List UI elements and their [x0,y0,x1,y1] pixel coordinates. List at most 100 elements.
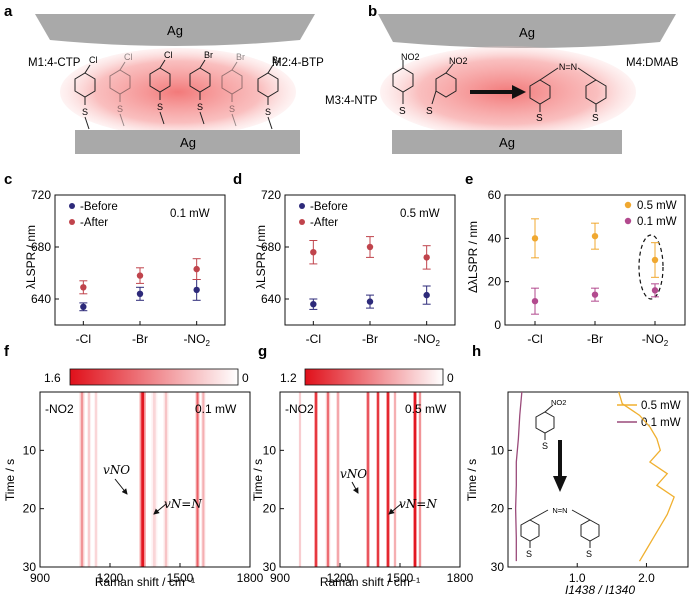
xtick-label-c-2: -NO2 [183,332,210,348]
ag-tip-top-a [35,14,315,46]
no2-group-1: NO2 [401,52,420,62]
ag-substrate-a [75,130,300,154]
band-halo-f-4 [151,392,158,567]
legend-marker-01-e [624,217,632,225]
point-e-1-0 [531,297,539,305]
panel-f: f 1.6 0 900 1200 1500 1800 10 20 30 -NO2 0.1 m… [3,343,264,589]
molecule-a-5: Br S [221,52,245,127]
point-c-0-2 [193,286,200,294]
xtick-label-e-2: -NO2 [642,332,669,348]
ytick-label-f-2: 30 [23,560,37,574]
series-line-h-0 [618,391,675,562]
xtick-label-d-1: -Br [362,332,378,346]
plot-frame-f [39,391,251,568]
band-g-2 [327,392,329,567]
ylabel-e: ΔλLSPR / nm [466,221,480,293]
panel-letter-f: f [4,343,10,360]
point-c-1-1 [136,272,144,279]
point-d-0-0 [310,301,317,308]
annot-arrow-nn-f [153,503,167,515]
power-label-f: 0.1 mW [195,402,237,416]
xtick-label-f-0: 900 [30,571,50,585]
sample-label-g: -NO2 [285,402,314,416]
band-halo-g-7 [393,392,397,567]
panel-letter-c: c [4,171,12,188]
band-f-3 [141,392,145,567]
point-d-1-2 [423,254,430,261]
ylabel-g: Time / s [251,459,265,501]
xtick-label-c-0: -Cl [76,332,91,346]
legend-01-e: 0.1 mW [637,216,677,228]
inset-s3: S [586,549,592,559]
marks-e [531,218,659,315]
panel-letter-e: e [465,171,473,188]
thiol-s-b4: S [592,113,599,124]
xtick-label-g-0: 900 [270,571,290,585]
ag-bottom-label-a: Ag [180,135,196,150]
molecule-a-2: Cl S [109,52,133,127]
band-g-6 [387,392,389,567]
power-label-g: 0.5 mW [405,402,447,416]
point-d-0-1 [366,298,374,305]
xtick-label-f-3: 1800 [237,571,264,585]
band-g-4 [367,392,369,567]
plot-frame-g [279,391,461,568]
power-label-d: 0.5 mW [400,208,440,220]
colorbar-min-g: 0 [447,371,454,385]
band-f-6 [196,392,199,567]
band-g-0 [299,392,301,567]
annot-arrow-no-f [114,478,128,495]
anchor-a-3: S [157,102,163,112]
inset-s1: S [542,441,548,451]
molecule-label-m2: M2:4-BTP [272,57,324,69]
point-d-1-0 [310,249,317,256]
molecule-label-m3: M3:4-NTP [325,95,378,107]
ytick-label-f-0: 10 [23,443,37,457]
xtick-label-g-3: 1800 [447,571,474,585]
ticks-e: 0 20 40 60 -Cl -Br -NO2 [488,188,669,348]
inset-arrow-head [553,476,567,492]
ytick-label-e-0: 0 [494,318,501,332]
thiol-s-b3: S [536,113,543,124]
anchor-a-1: S [82,107,88,117]
molecule-label-m1: M1:4-CTP [28,57,81,69]
anchor-a-2: S [117,104,123,114]
point-c-1-2 [193,265,200,273]
substituent-a-1: Cl [89,55,98,65]
inset-dmab [520,509,600,548]
ylabel-h: Time / s [465,459,479,501]
panel-letter-h: h [472,343,481,360]
substituent-a-6: Br [272,55,281,65]
marks-c [79,258,201,312]
ytick-label-h-2: 30 [491,560,505,574]
anchor-a-6: S [265,107,271,117]
band-halo-f-7 [201,392,206,567]
thiol-s-b2: S [426,106,433,117]
inset-s2: S [526,549,532,559]
xtick-label-f-1: 1200 [97,571,124,585]
ytick-label-e-2: 40 [488,231,502,245]
band-f-4 [152,392,156,567]
azo-group: N=N [559,62,577,72]
ylabel-c: λLSPR / nm [24,225,38,289]
xtick-label-g-1: 1200 [327,571,354,585]
panel-a: a Ag Ag M1:4-CTP M2:4-BTP ClSClSClSBrSBr… [4,3,324,154]
annot-arrow-no-g [351,481,359,494]
point-c-0-1 [136,290,144,297]
plot-frame-h [507,391,689,568]
ylabel-d: λLSPR / nm [254,225,268,289]
ticks-c: 640 680 720 -Cl -Br -NO2 [31,188,210,348]
point-c-0-0 [80,303,87,310]
ytick-label-c-1: 680 [31,240,51,254]
annot-vnn-f: vN=N [164,497,202,511]
no2-group-2: NO2 [449,56,468,66]
panel-b: b Ag Ag M3:4-NTP M4:DMAB NO2 S NO2 S [325,3,679,154]
dmab-molecule [529,67,607,112]
marks-d [309,236,431,310]
ticks-d: 640 680 720 -Cl -Br -NO2 [261,188,440,348]
legend-05-e: 0.5 mW [637,200,677,212]
annot-vno-f: vNO [103,463,130,477]
ytick-label-c-2: 720 [31,188,51,202]
